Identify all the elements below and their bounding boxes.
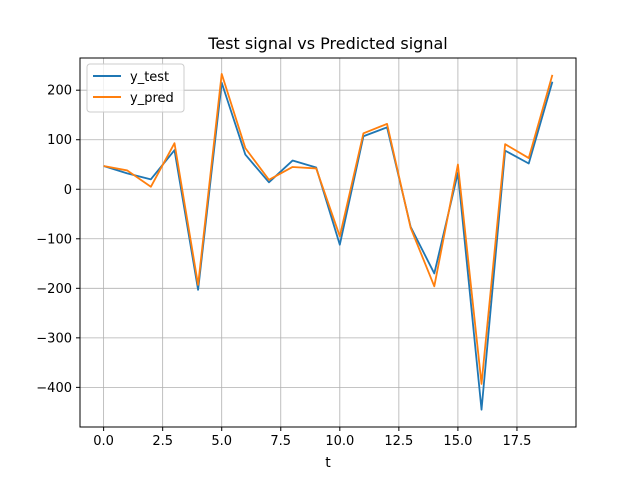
y-tick-label: −100 [36,232,72,247]
y-tick-label: 100 [47,133,72,148]
x-tick-label: 5.0 [211,434,232,449]
series-line-y-test [103,81,554,411]
series-line-y-pred [103,72,554,385]
x-tick-label: 2.5 [152,434,173,449]
legend: y_test y_pred [86,63,185,113]
x-tick-label: 7.5 [270,434,291,449]
chart-title: Test signal vs Predicted signal [207,34,447,53]
y-tick-label: −300 [36,331,72,346]
y-tick-label: −200 [36,282,72,297]
x-tick-label: 17.5 [502,434,531,449]
axis-ticks: 0.0 2.5 5.0 7.5 10.0 12.5 15.0 17.5 200 100 0 −100 −… [36,84,531,449]
y-tick-label: 0 [64,183,72,198]
y-tick-label: −400 [36,381,72,396]
series-lines [103,72,554,411]
x-tick-label: 10.0 [325,434,354,449]
plot-area-frame [79,57,577,428]
x-axis-label: t [325,455,331,471]
legend-label-y-pred: y_pred [130,91,174,106]
y-tick-label: 200 [47,84,72,99]
x-tick-label: 12.5 [384,434,413,449]
x-tick-label: 15.0 [443,434,472,449]
legend-label-y-test: y_test [130,70,169,85]
x-tick-label: 0.0 [93,434,114,449]
